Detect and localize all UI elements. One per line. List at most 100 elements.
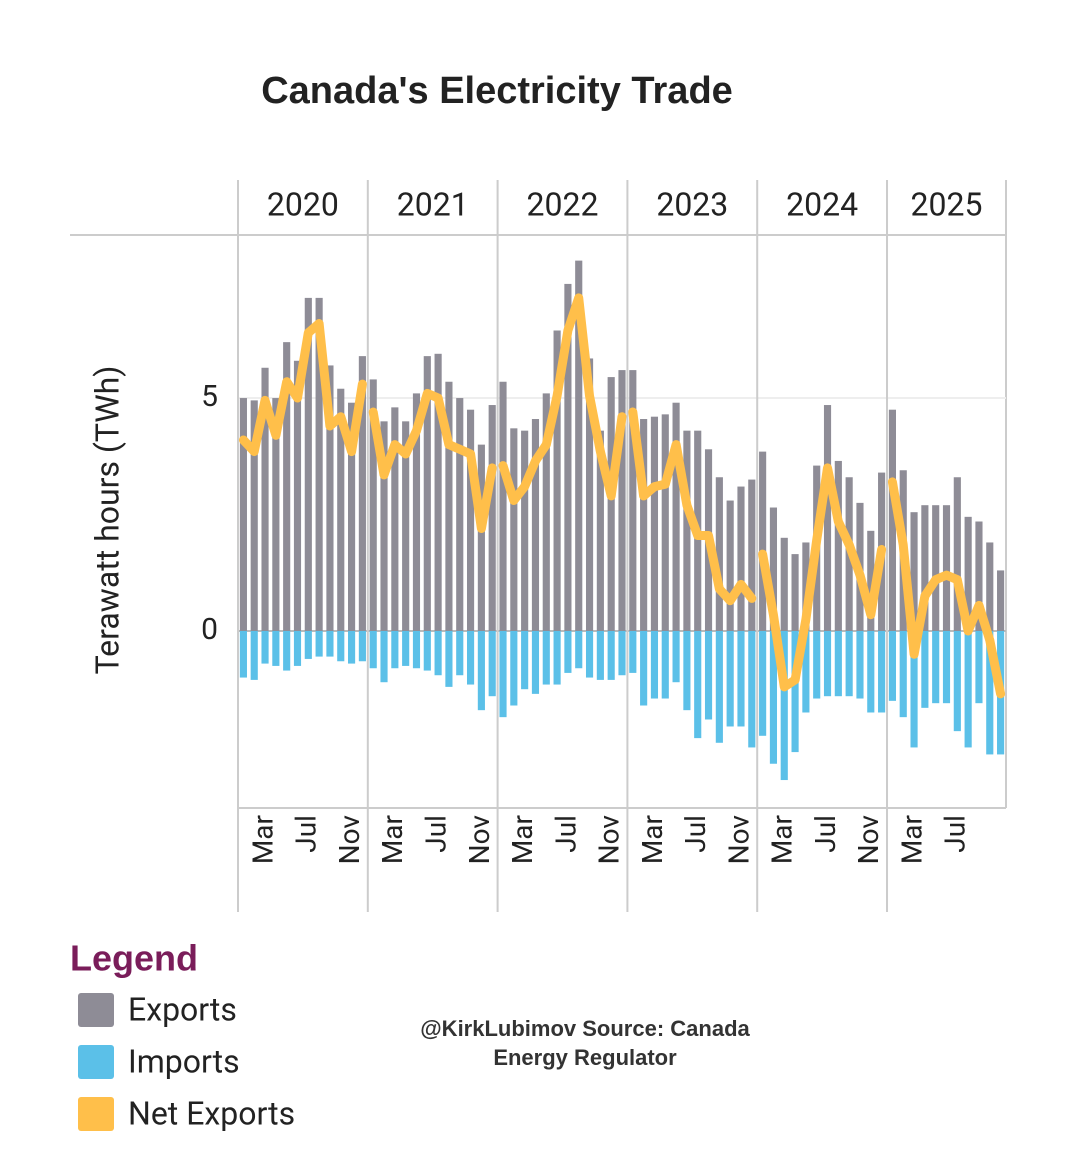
bar [791, 630, 799, 753]
bar [531, 630, 540, 694]
bar [650, 630, 659, 699]
bar [456, 398, 464, 631]
bar [726, 500, 734, 631]
bar [975, 521, 983, 631]
bar [564, 283, 572, 631]
legend-swatch [78, 993, 114, 1027]
net-line [368, 388, 497, 533]
bar [910, 512, 918, 631]
bar [348, 630, 356, 664]
bar [780, 630, 788, 781]
bar [402, 630, 410, 666]
y-tick-label: 5 [201, 379, 218, 414]
bar [769, 630, 778, 764]
bar [521, 630, 529, 690]
bar [391, 630, 399, 669]
bar [683, 430, 691, 631]
bar [834, 460, 842, 631]
bar [369, 379, 377, 631]
bar [715, 630, 723, 743]
bar [823, 405, 832, 631]
bar [953, 477, 961, 631]
bar [337, 630, 345, 662]
bar [748, 479, 756, 631]
legend-title: Legend [70, 938, 198, 979]
bar [748, 630, 756, 748]
bar [499, 381, 507, 631]
bar [326, 630, 334, 657]
bar [964, 630, 972, 748]
bar [986, 630, 994, 755]
bar [629, 630, 637, 673]
bar [261, 630, 269, 664]
x-tick-label: Jul [809, 815, 842, 853]
bar [542, 630, 550, 685]
bar [726, 630, 734, 727]
year-label: 2021 [397, 185, 469, 223]
bar [575, 630, 583, 669]
bar [434, 353, 442, 631]
bar [867, 530, 875, 631]
bar [542, 393, 550, 631]
legend-label: Imports [128, 1042, 240, 1080]
bar [769, 507, 778, 631]
bar [856, 630, 864, 699]
bar [618, 370, 626, 631]
bar [564, 630, 572, 673]
bar [888, 630, 896, 701]
bar [737, 486, 745, 631]
bar [618, 630, 626, 676]
bar [759, 451, 767, 631]
bar [997, 570, 1005, 631]
x-tick-label: Mar [246, 814, 279, 864]
year-label: 2020 [267, 185, 339, 223]
bar [445, 630, 453, 687]
bar [412, 630, 421, 669]
bar [607, 377, 615, 631]
bar [845, 630, 853, 697]
net-line [758, 463, 887, 692]
legend-swatch [78, 1097, 114, 1131]
bar [412, 393, 421, 631]
bar [293, 630, 302, 666]
bar [380, 421, 388, 631]
y-tick-label: 0 [201, 612, 218, 647]
source-note: @KirkLubimov Source: Canada Energy Regul… [420, 1016, 750, 1070]
bar [596, 630, 604, 680]
bar [975, 630, 983, 704]
bar [380, 630, 388, 683]
x-tick-label: Nov [463, 815, 496, 865]
bar [272, 630, 280, 666]
bar [423, 630, 431, 671]
bar [575, 260, 583, 631]
bar [672, 630, 680, 683]
bar [553, 630, 561, 685]
bar [813, 630, 821, 699]
bar [932, 505, 940, 631]
year-label: 2022 [527, 185, 599, 223]
bar [531, 419, 540, 631]
bar [715, 477, 723, 631]
chart-title: Canada's Electricity Trade [261, 70, 733, 112]
bar [899, 630, 907, 718]
bar [466, 630, 475, 685]
x-tick-label: Nov [333, 815, 366, 865]
bar [391, 407, 399, 631]
bar [683, 630, 691, 711]
bar [921, 630, 929, 708]
bar [596, 430, 604, 631]
x-tick-label: Jul [549, 815, 582, 853]
bar [629, 370, 637, 631]
bar [964, 516, 972, 631]
bar [910, 630, 918, 748]
net-line [628, 407, 757, 606]
bar [661, 414, 669, 631]
net-line [887, 477, 1006, 699]
bar [488, 405, 496, 631]
bar [672, 402, 680, 631]
bar [272, 398, 280, 631]
bar [315, 630, 323, 657]
x-tick-label: Nov [852, 815, 885, 865]
bar [488, 630, 496, 697]
